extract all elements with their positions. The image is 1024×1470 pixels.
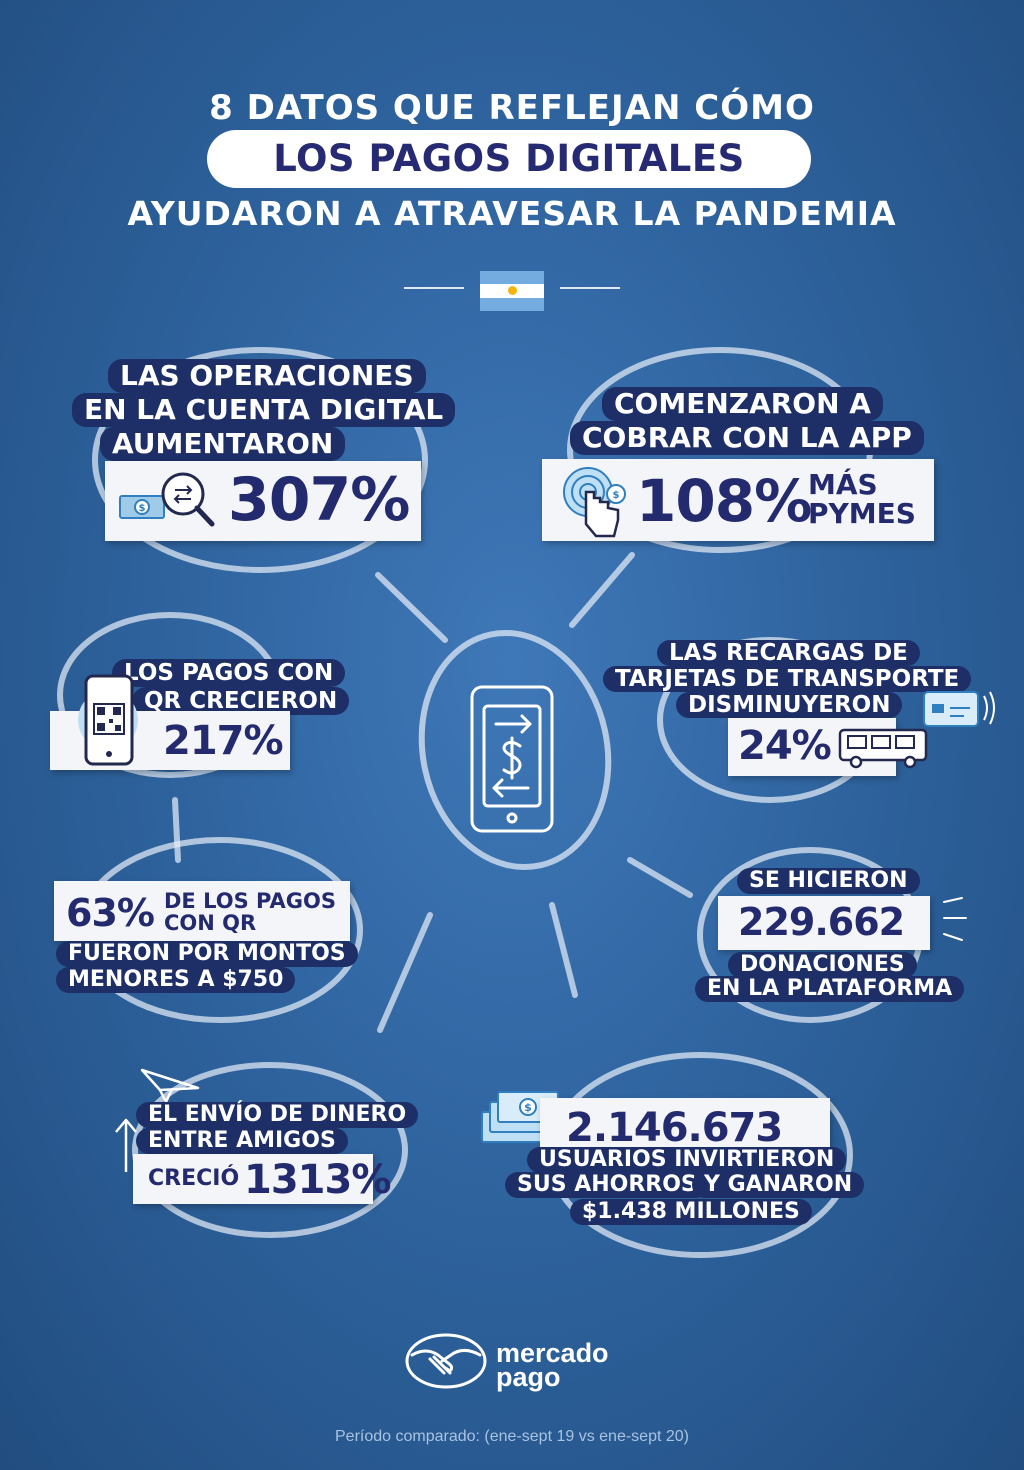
flag-divider-right bbox=[560, 287, 620, 289]
recargas-label-3: DISMINUYERON bbox=[676, 692, 903, 718]
phone-dollar-icon bbox=[470, 685, 554, 833]
sparkle-lines-icon bbox=[943, 897, 967, 941]
envio-card bbox=[133, 1154, 373, 1204]
montos-text-2: CON QR bbox=[164, 911, 257, 935]
svg-text:$: $ bbox=[139, 503, 146, 514]
money-magnifier-icon: $ bbox=[119, 472, 215, 527]
inversion-label-3: $1.438 MILLONES bbox=[570, 1199, 812, 1225]
cuenta-value: 307% bbox=[228, 465, 410, 535]
montos-card bbox=[54, 881, 350, 941]
logo-text-2: pago bbox=[496, 1362, 561, 1392]
envio-prefix: CRECIÓ bbox=[148, 1166, 240, 1191]
qr-label-2: QR CRECIERON bbox=[132, 687, 350, 715]
svg-text:$: $ bbox=[524, 1101, 532, 1114]
donaciones-label-3: EN LA PLATAFORMA bbox=[695, 976, 965, 1002]
svg-text:$: $ bbox=[613, 490, 620, 501]
inversion-card bbox=[540, 1098, 830, 1154]
title-line-1: 8 DATOS QUE REFLEJAN CÓMO bbox=[209, 88, 815, 128]
recargas-label-2: TARJETAS DE TRANSPORTE bbox=[603, 666, 972, 692]
donaciones-label-2: DONACIONES bbox=[728, 952, 917, 978]
footer-note: Período comparado: (ene-sept 19 vs ene-s… bbox=[335, 1428, 689, 1445]
flag-divider-left bbox=[404, 287, 464, 289]
transport-card-bus-icon bbox=[838, 691, 995, 769]
cuenta-label-2: EN LA CUENTA DIGITAL bbox=[72, 393, 456, 427]
app-label-1: COMENZARON A bbox=[602, 387, 883, 421]
montos-label-2: MENORES A $750 bbox=[56, 967, 296, 993]
app-label-2: COBRAR CON LA APP bbox=[570, 421, 924, 455]
touch-payment-icon: $ bbox=[563, 467, 626, 538]
app-suffix-1: MÁS bbox=[808, 468, 878, 501]
montos-text-1: DE LOS PAGOS bbox=[164, 889, 336, 913]
donaciones-label-1: SE HICIERON bbox=[737, 868, 920, 894]
title-line-3: AYUDARON A ATRAVESAR LA PANDEMIA bbox=[127, 194, 897, 233]
recargas-value: 24% bbox=[738, 723, 832, 769]
title-highlight: LOS PAGOS DIGITALES bbox=[207, 130, 811, 188]
montos-value: 63% bbox=[66, 891, 155, 935]
cuenta-label-3: AUMENTARON bbox=[100, 427, 346, 461]
envio-value: 1313% bbox=[244, 1157, 391, 1203]
inversion-value: 2.146.673 bbox=[566, 1105, 783, 1151]
mercado-pago-handshake-icon bbox=[405, 1333, 487, 1389]
logo-text-1: mercado bbox=[496, 1338, 609, 1368]
app-value: 108% bbox=[636, 467, 812, 535]
argentina-flag-icon bbox=[480, 271, 544, 311]
qr-label-1: LOS PAGOS CON bbox=[112, 659, 346, 687]
inversion-label-2b: Y GANARON bbox=[692, 1172, 865, 1198]
donaciones-value: 229.662 bbox=[738, 900, 905, 944]
cuenta-label-1: LAS OPERACIONES bbox=[108, 359, 426, 393]
envio-label-1: EL ENVÍO DE DINERO bbox=[136, 1102, 419, 1128]
recargas-label-1: LAS RECARGAS DE bbox=[657, 640, 920, 666]
app-suffix-2: PYMES bbox=[808, 497, 916, 530]
montos-label-1: FUERON POR MONTOS bbox=[56, 941, 358, 967]
donaciones-card bbox=[718, 896, 930, 950]
inversion-label-2a: SUS AHORROS bbox=[505, 1172, 709, 1198]
inversion-label-1: USUARIOS INVIRTIERON bbox=[527, 1147, 847, 1173]
envio-label-2: ENTRE AMIGOS bbox=[136, 1128, 348, 1154]
qr-value: 217% bbox=[163, 718, 284, 764]
phone-qr-icon bbox=[78, 674, 138, 766]
